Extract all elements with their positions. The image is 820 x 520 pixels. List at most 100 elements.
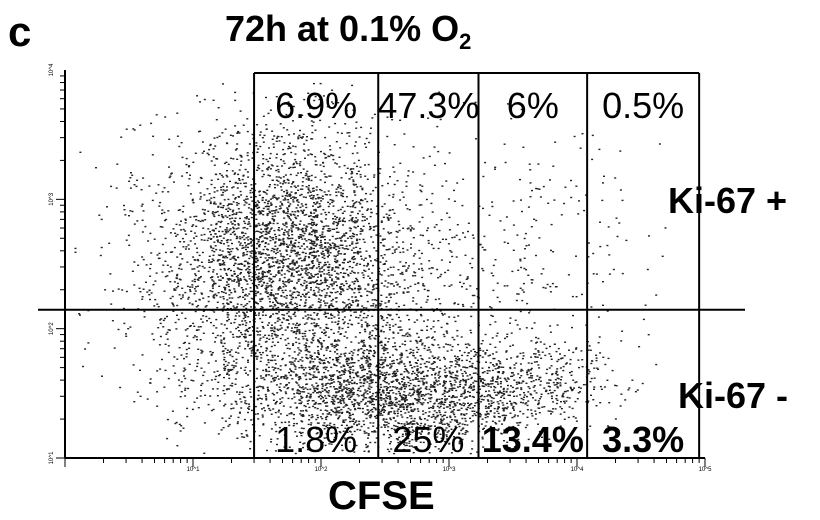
- event-dot: [326, 327, 328, 329]
- event-dot: [396, 369, 399, 371]
- event-dot: [262, 336, 265, 338]
- event-dot: [322, 340, 325, 342]
- event-dot: [238, 391, 241, 393]
- event-dot: [250, 396, 253, 398]
- event-dot: [257, 164, 260, 167]
- event-dot: [246, 311, 248, 313]
- event-dot: [227, 368, 230, 371]
- event-dot: [453, 200, 456, 202]
- event-dot: [277, 341, 280, 343]
- event-dot: [408, 361, 411, 364]
- event-dot: [356, 372, 359, 374]
- event-dot: [357, 359, 360, 362]
- event-dot: [249, 287, 252, 289]
- event-dot: [297, 236, 300, 238]
- event-dot: [326, 252, 329, 254]
- event-dot: [131, 174, 134, 176]
- event-dot: [388, 214, 391, 216]
- event-dot: [254, 255, 257, 258]
- event-dot: [309, 314, 312, 316]
- event-dot: [231, 280, 234, 282]
- event-dot: [288, 229, 291, 231]
- event-dot: [331, 235, 334, 238]
- event-dot: [325, 349, 328, 351]
- event-dot: [282, 262, 285, 264]
- event-dot: [324, 334, 327, 337]
- event-dot: [354, 220, 357, 222]
- event-dot: [390, 232, 393, 234]
- event-dot: [333, 255, 336, 257]
- event-dot: [366, 390, 369, 392]
- event-dot: [289, 173, 292, 176]
- event-dot: [402, 443, 405, 445]
- event-dot: [298, 399, 301, 401]
- event-dot: [323, 313, 326, 315]
- event-dot: [373, 403, 376, 406]
- event-dot: [405, 421, 408, 423]
- event-dot: [250, 355, 253, 357]
- event-dot: [324, 395, 327, 397]
- event-dot: [212, 214, 215, 216]
- event-dot: [214, 145, 217, 147]
- event-dot: [359, 390, 362, 392]
- event-dot: [274, 245, 277, 247]
- event-dot: [269, 202, 272, 204]
- event-dot: [359, 287, 362, 289]
- event-dot: [526, 404, 529, 407]
- event-dot: [273, 248, 276, 251]
- event-dot: [214, 233, 217, 235]
- event-dot: [408, 209, 411, 211]
- event-dot: [257, 386, 259, 388]
- event-dot: [234, 400, 237, 403]
- event-dot: [303, 289, 306, 291]
- event-dot: [286, 237, 289, 239]
- event-dot: [537, 337, 540, 340]
- event-dot: [321, 231, 324, 233]
- event-dot: [229, 239, 232, 241]
- event-dot: [208, 255, 211, 257]
- event-dot: [272, 275, 275, 278]
- event-dot: [275, 400, 278, 403]
- event-dot: [245, 248, 247, 251]
- event-dot: [379, 376, 382, 378]
- event-dot: [393, 403, 396, 406]
- event-dot: [371, 330, 374, 332]
- event-dot: [380, 294, 383, 296]
- event-dot: [315, 323, 318, 325]
- event-dot: [351, 220, 354, 222]
- event-dot: [250, 352, 253, 354]
- event-dot: [350, 176, 353, 178]
- event-dot: [328, 239, 331, 241]
- event-dot: [263, 275, 266, 278]
- event-dot: [394, 386, 397, 388]
- event-dot: [340, 408, 343, 411]
- event-dot: [298, 330, 301, 333]
- event-dot: [322, 424, 325, 427]
- event-dot: [334, 339, 336, 341]
- event-dot: [265, 337, 268, 339]
- event-dot: [321, 198, 324, 200]
- event-dot: [199, 196, 202, 198]
- event-dot: [403, 133, 406, 135]
- event-dot: [510, 450, 513, 452]
- event-dot: [236, 422, 239, 425]
- event-dot: [304, 238, 306, 240]
- event-dot: [371, 299, 374, 301]
- event-dot: [384, 360, 387, 362]
- event-dot: [324, 176, 327, 178]
- event-dot: [270, 375, 273, 377]
- event-dot: [282, 183, 284, 185]
- event-dot: [284, 194, 287, 197]
- event-dot: [452, 448, 454, 450]
- event-dot: [443, 395, 446, 397]
- event-dot: [378, 366, 381, 368]
- event-dot: [248, 405, 251, 408]
- event-dot: [345, 304, 348, 306]
- event-dot: [366, 355, 369, 358]
- event-dot: [189, 174, 191, 176]
- event-dot: [258, 210, 261, 212]
- event-dot: [279, 259, 282, 262]
- event-dot: [344, 380, 347, 382]
- event-dot: [267, 388, 269, 390]
- event-dot: [272, 143, 275, 145]
